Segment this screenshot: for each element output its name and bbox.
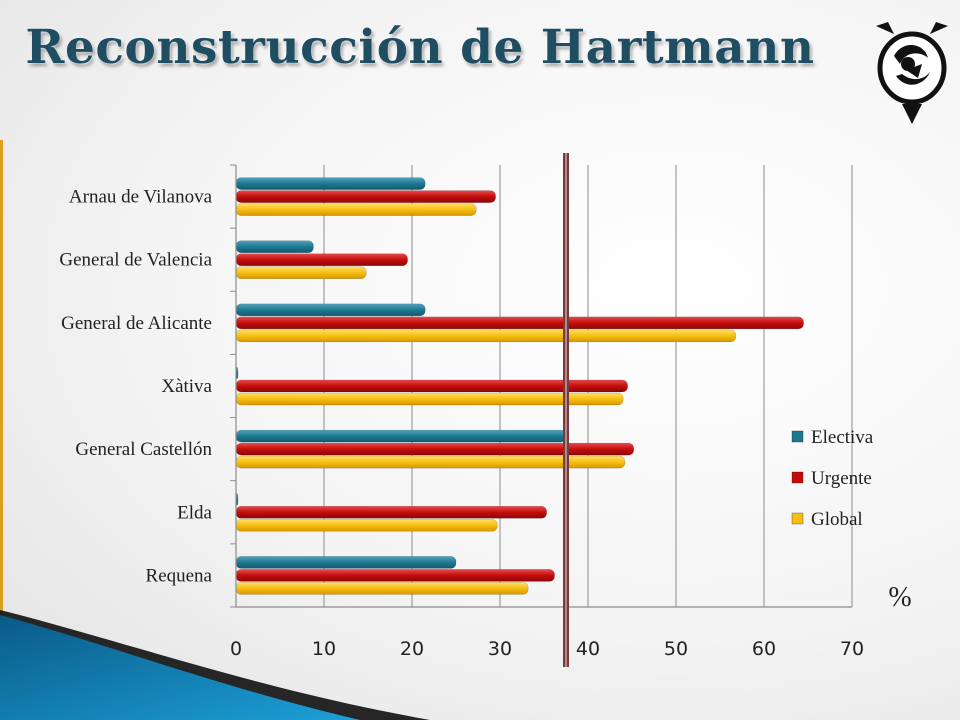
bar-urgente — [235, 506, 547, 519]
category-label: General de Alicante — [61, 313, 212, 334]
x-tick-label: 0 — [230, 638, 242, 660]
bar-global — [235, 519, 498, 532]
legend: Electiva Urgente Global — [791, 427, 874, 530]
legend-swatch-electiva — [791, 430, 804, 443]
bar-urgente — [235, 569, 555, 582]
x-tick-label: 20 — [400, 638, 424, 660]
category-label: Arnau de Vilanova — [69, 187, 213, 208]
p-value-note: p< 0,001 — [45, 684, 113, 706]
reference-line-highlight — [565, 153, 567, 667]
left-accent-bar — [0, 140, 3, 635]
category-label: Xàtiva — [161, 376, 212, 397]
bar-global — [235, 203, 477, 216]
x-tick-label: 30 — [488, 638, 512, 660]
legend-label-electiva: Electiva — [811, 427, 874, 448]
bar-urgente — [235, 253, 408, 266]
category-label: Requena — [146, 565, 213, 586]
bar-global — [235, 329, 737, 343]
x-tick-label: 50 — [664, 638, 688, 660]
legend-label-global: Global — [811, 509, 863, 530]
legend-swatch-global — [791, 512, 804, 525]
bar-urgente — [235, 442, 635, 456]
x-tick-label: 60 — [752, 638, 776, 660]
bar-global — [235, 582, 529, 595]
bar-electiva — [235, 303, 426, 317]
bar-electiva — [235, 556, 457, 569]
x-tick-label: 70 — [840, 638, 864, 660]
bar-electiva — [235, 240, 314, 253]
legend-label-urgente: Urgente — [811, 468, 872, 489]
unit-label: % — [888, 582, 911, 613]
bar-electiva — [235, 429, 567, 443]
bar-urgente — [235, 190, 496, 203]
category-label: General de Valencia — [59, 250, 212, 271]
x-tick-label: 40 — [576, 638, 600, 660]
legend-swatch-urgente — [791, 471, 804, 484]
bar-electiva — [235, 177, 426, 190]
category-label: General Castellón — [75, 439, 212, 460]
x-tick-label: 10 — [312, 638, 336, 660]
p-value-text: < 0,001 — [54, 684, 113, 705]
axes — [230, 153, 852, 667]
bar-global — [235, 266, 367, 279]
bar-urgente — [235, 316, 804, 330]
hospital-logo-icon — [876, 22, 948, 124]
p-symbol: p — [45, 684, 55, 705]
category-label: Elda — [177, 502, 212, 523]
bars — [235, 177, 804, 595]
slide-title: Reconstrucción de Hartmann — [25, 20, 815, 75]
